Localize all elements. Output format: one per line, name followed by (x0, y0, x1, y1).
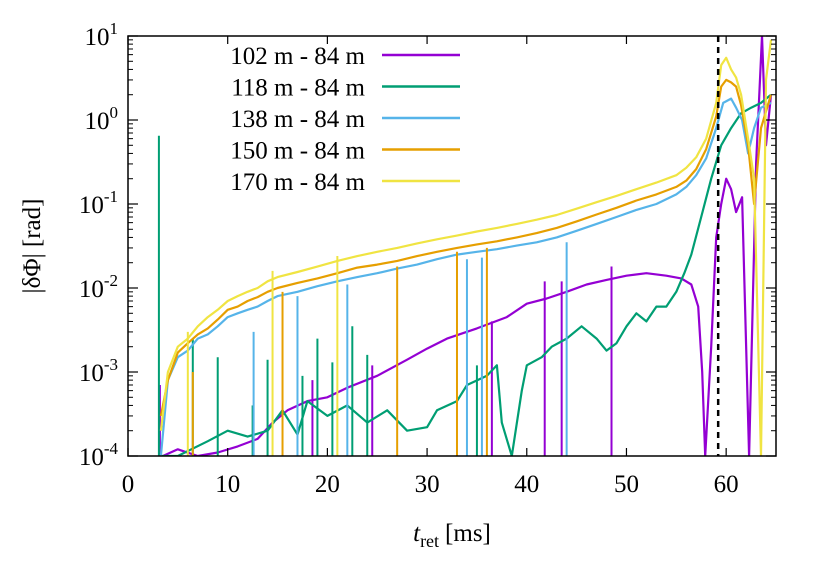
x-tick-label: 20 (315, 471, 340, 498)
y-tick-label: 100 (85, 103, 119, 135)
plot-frame (127, 35, 777, 457)
y-tick-label: 10-4 (79, 439, 119, 471)
x-tick-label: 40 (514, 471, 539, 498)
series-line-3 (159, 97, 772, 456)
y-axis: 10-4 10-3 10-2 10-1 100 101 (79, 19, 776, 471)
series-line-2 (159, 93, 772, 456)
y-tick-label: 10-3 (79, 355, 118, 387)
x-axis: 0 10 20 30 40 50 60 (122, 36, 739, 498)
y-tick-label: 10-1 (79, 187, 118, 219)
legend-label-3: 138 m - 84 m (230, 106, 365, 133)
x-axis-label: tret [ms] (413, 520, 491, 551)
legend-label-2: 118 m - 84 m (231, 75, 365, 102)
y-tick-label: 10-2 (79, 271, 118, 303)
series-line-5 (159, 39, 773, 456)
x-tick-label: 60 (714, 471, 739, 498)
x-axis-label-main: t (413, 520, 421, 547)
plot-lines (157, 36, 773, 456)
legend: 102 m - 84 m 118 m - 84 m 138 m - 84 m 150 … (230, 43, 460, 196)
legend-label-5: 170 m - 84 m (230, 169, 365, 196)
legend-label-1: 102 m - 84 m (230, 43, 365, 70)
x-tick-label: 30 (415, 471, 440, 498)
x-axis-label-unit: [ms] (445, 520, 491, 547)
x-tick-label: 10 (215, 471, 240, 498)
y-tick-label: 101 (85, 19, 119, 51)
series-line-4 (159, 78, 773, 417)
legend-label-4: 150 m - 84 m (230, 138, 365, 165)
x-tick-label: 0 (122, 471, 135, 498)
x-tick-label: 50 (614, 471, 639, 498)
y-axis-label: |δΦ| [rad] (19, 199, 46, 294)
x-axis-label-subscript: ret (420, 531, 439, 551)
